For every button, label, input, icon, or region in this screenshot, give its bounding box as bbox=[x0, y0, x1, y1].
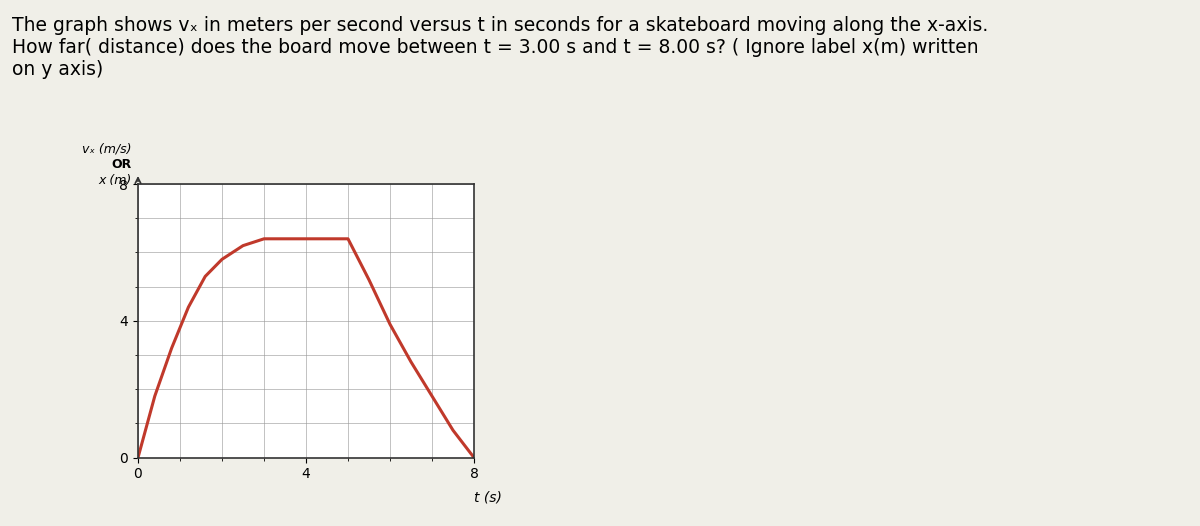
Text: x (m): x (m) bbox=[98, 174, 132, 187]
Text: t (s): t (s) bbox=[474, 490, 502, 504]
Text: vₓ (m/s): vₓ (m/s) bbox=[83, 142, 132, 155]
Text: The graph shows vₓ in meters per second versus t in seconds for a skateboard mov: The graph shows vₓ in meters per second … bbox=[12, 16, 989, 79]
Text: OR: OR bbox=[112, 158, 132, 171]
